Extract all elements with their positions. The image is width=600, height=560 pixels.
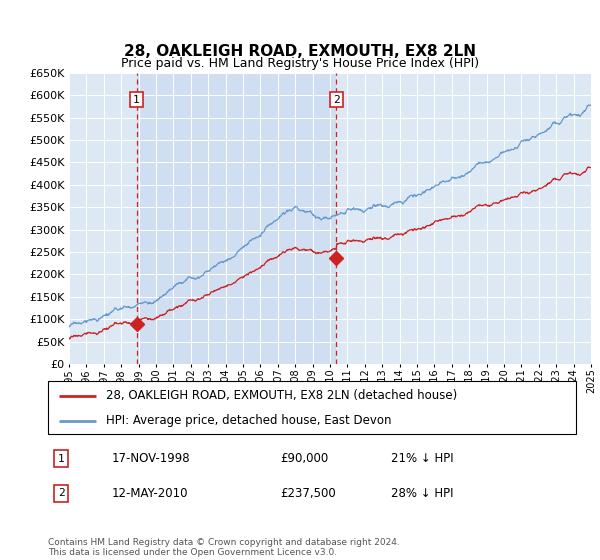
Text: Price paid vs. HM Land Registry's House Price Index (HPI): Price paid vs. HM Land Registry's House … bbox=[121, 57, 479, 70]
FancyBboxPatch shape bbox=[48, 381, 576, 434]
Text: £90,000: £90,000 bbox=[280, 452, 329, 465]
Text: Contains HM Land Registry data © Crown copyright and database right 2024.
This d: Contains HM Land Registry data © Crown c… bbox=[48, 538, 400, 557]
Text: 21% ↓ HPI: 21% ↓ HPI bbox=[391, 452, 454, 465]
Text: 17-NOV-1998: 17-NOV-1998 bbox=[112, 452, 190, 465]
Text: £237,500: £237,500 bbox=[280, 487, 336, 500]
Text: 12-MAY-2010: 12-MAY-2010 bbox=[112, 487, 188, 500]
Text: 2: 2 bbox=[58, 488, 65, 498]
Bar bbox=[137, 73, 337, 364]
Text: 28% ↓ HPI: 28% ↓ HPI bbox=[391, 487, 454, 500]
Text: 1: 1 bbox=[58, 454, 65, 464]
Text: HPI: Average price, detached house, East Devon: HPI: Average price, detached house, East… bbox=[106, 414, 392, 427]
Text: 28, OAKLEIGH ROAD, EXMOUTH, EX8 2LN (detached house): 28, OAKLEIGH ROAD, EXMOUTH, EX8 2LN (det… bbox=[106, 389, 457, 402]
Text: 28, OAKLEIGH ROAD, EXMOUTH, EX8 2LN: 28, OAKLEIGH ROAD, EXMOUTH, EX8 2LN bbox=[124, 44, 476, 59]
Text: 1: 1 bbox=[133, 95, 140, 105]
Text: 2: 2 bbox=[333, 95, 340, 105]
